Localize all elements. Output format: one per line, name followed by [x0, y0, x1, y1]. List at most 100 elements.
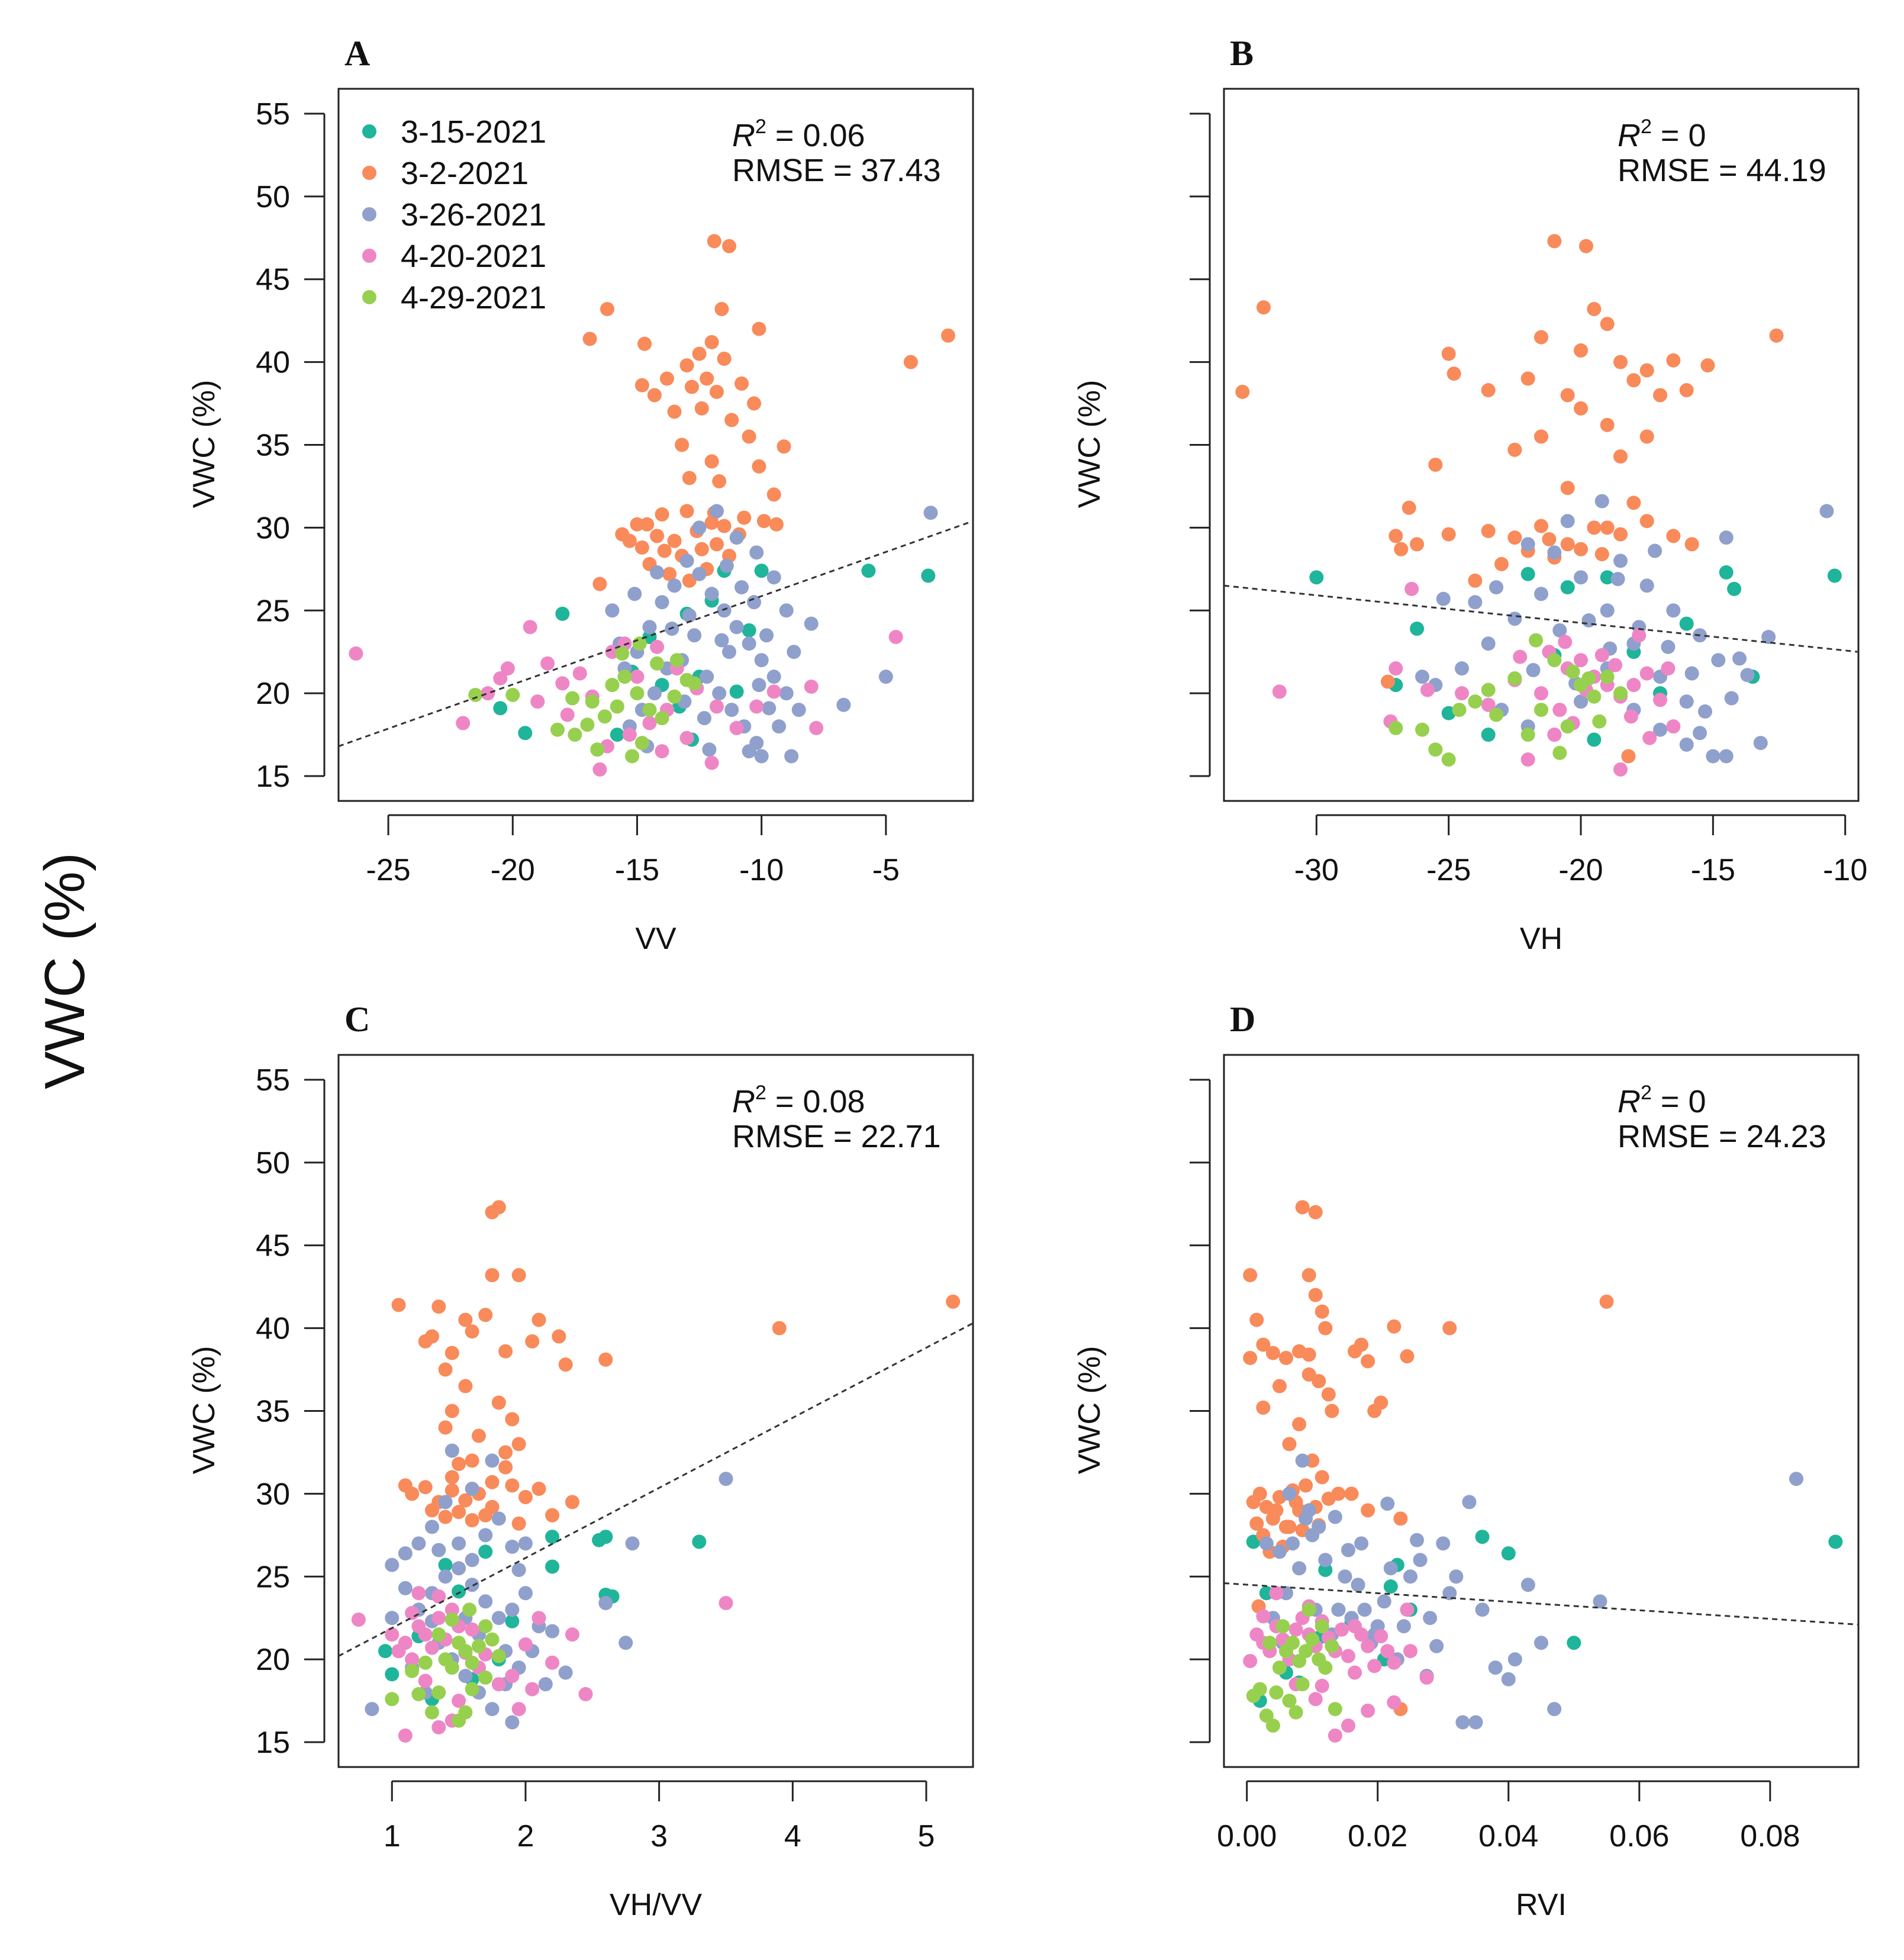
panel-b-point-3-2-2021 [1481, 523, 1496, 538]
panel-c-y-tick-label: 30 [256, 1477, 290, 1511]
panel-b-point-3-2-2021 [1639, 514, 1654, 529]
panel-b-point-4-20-2021 [1639, 666, 1654, 681]
panel-c-point-3-2-2021 [498, 1445, 513, 1460]
panel-a-point-3-15-2021 [742, 623, 756, 638]
panel-c-x-tick-label: 3 [650, 1819, 668, 1853]
panel-d-point-3-26-2021 [1429, 1639, 1444, 1653]
panel-b-point-4-20-2021 [1632, 628, 1647, 643]
panel-c-point-4-29-2021 [465, 1682, 479, 1697]
panel-d-point-3-2-2021 [1282, 1520, 1297, 1534]
panel-c-point-4-29-2021 [491, 1649, 506, 1663]
panel-c-point-3-2-2021 [511, 1516, 526, 1531]
panel-a-point-4-20-2021 [456, 716, 471, 730]
panel-c-point-4-29-2021 [485, 1632, 500, 1647]
panel-d-point-3-26-2021 [1357, 1602, 1372, 1617]
panel-b-point-3-2-2021 [1235, 384, 1250, 399]
panel-b-fit-line [1223, 584, 1859, 653]
panel-a-point-4-29-2021 [617, 670, 632, 684]
panel-c-point-4-29-2021 [431, 1685, 446, 1700]
panel-d-point-3-2-2021 [1256, 1337, 1271, 1352]
panel-d-point-4-20-2021 [1334, 1622, 1349, 1637]
panel-a-point-3-26-2021 [836, 697, 851, 712]
panel-a-point-3-2-2021 [724, 413, 739, 427]
panel-a-letter: A [344, 34, 370, 73]
panel-c-point-3-26-2021 [491, 1511, 506, 1526]
panel-a-point-3-26-2021 [650, 565, 665, 580]
panel-a-y-tick-label: 40 [256, 346, 290, 380]
panel-c-point-3-26-2021 [618, 1636, 633, 1650]
panel-b-point-3-2-2021 [1481, 383, 1496, 398]
panel-b-point-3-26-2021 [1613, 553, 1628, 568]
panel-a-point-3-26-2021 [692, 520, 707, 535]
panel-b-point-3-26-2021 [1740, 668, 1755, 683]
panel-c-point-3-2-2021 [498, 1344, 513, 1359]
panel-b-point-3-26-2021 [1679, 737, 1694, 752]
panel-d-point-3-15-2021 [1318, 1563, 1333, 1578]
panel-d-point-3-26-2021 [1338, 1569, 1352, 1584]
panel-d-point-3-26-2021 [1259, 1536, 1274, 1551]
panel-d-r2-text: R2 = 0 [1618, 1082, 1706, 1119]
panel-d-x-tick-label: 0.00 [1217, 1819, 1277, 1853]
panel-c-point-4-20-2021 [565, 1627, 579, 1642]
panel-a-point-3-26-2021 [779, 603, 794, 618]
panel-d-point-4-20-2021 [1288, 1622, 1303, 1637]
panel-a-point-3-26-2021 [605, 603, 620, 618]
panel-c-point-3-2-2021 [458, 1312, 473, 1327]
panel-b-point-3-26-2021 [1468, 595, 1483, 610]
panel-a-point-4-29-2021 [634, 736, 649, 751]
panel-b-rmse-text: RMSE = 44.19 [1618, 153, 1826, 188]
panel-a-point-3-2-2021 [655, 507, 669, 522]
panel-b-y-axis-title: VWC (%) [1072, 380, 1107, 508]
panel-c-point-3-26-2021 [518, 1586, 533, 1601]
panel-c-series-4-20-2021 [351, 1586, 733, 1743]
panel-c-point-3-15-2021 [478, 1544, 493, 1559]
panel-b-point-3-2-2021 [1613, 449, 1628, 464]
panel-a-point-4-20-2021 [704, 755, 719, 770]
panel-b-x-axis-title: VH [1520, 922, 1562, 956]
panel-c-point-3-2-2021 [485, 1205, 500, 1219]
panel-a-point-3-26-2021 [754, 653, 769, 668]
panel-c-point-4-20-2021 [444, 1602, 459, 1617]
panel-a-point-4-20-2021 [749, 699, 764, 714]
panel-a-point-3-2-2021 [657, 543, 672, 558]
panel-b-point-4-29-2021 [1415, 722, 1429, 737]
panel-b-point-3-15-2021 [1560, 580, 1575, 595]
panel-c-y-tick-label: 45 [256, 1229, 290, 1263]
panel-d-point-3-2-2021 [1374, 1395, 1388, 1410]
panel-a-point-4-29-2021 [590, 742, 605, 757]
panel-a-point-3-2-2021 [592, 577, 607, 591]
panel-d-r2-symbol: R [1618, 1084, 1641, 1119]
panel-b-point-3-2-2021 [1547, 234, 1562, 249]
panel-c-point-4-20-2021 [452, 1694, 466, 1708]
panel-a-point-3-2-2021 [752, 459, 766, 474]
panel-c-point-3-2-2021 [505, 1412, 520, 1427]
panel-a-point-3-2-2021 [714, 302, 729, 317]
panel-b-point-4-20-2021 [1272, 684, 1287, 699]
panel-b-point-3-2-2021 [1560, 481, 1575, 495]
panel-a-point-3-26-2021 [729, 620, 744, 635]
panel-d-point-3-26-2021 [1278, 1586, 1293, 1601]
panel-b-point-3-26-2021 [1684, 666, 1699, 681]
panel-c-point-4-20-2021 [385, 1627, 400, 1642]
panel-d-point-4-20-2021 [1243, 1653, 1258, 1668]
panel-c-point-4-20-2021 [511, 1702, 526, 1717]
panel-b-series-3-2-2021 [1235, 234, 1784, 764]
panel-c-point-4-29-2021 [444, 1613, 459, 1627]
panel-a-point-3-2-2021 [712, 474, 727, 489]
panel-b-point-3-26-2021 [1661, 639, 1676, 654]
panel-c-y-tick-label: 20 [256, 1643, 290, 1677]
panel-d-x-axis-title: RVI [1516, 1888, 1567, 1922]
panel-a-point-3-2-2021 [675, 437, 690, 452]
panel-a-x-tick-label: -25 [366, 853, 411, 887]
panel-a-y-tick-label: 15 [256, 759, 290, 794]
panel-b-point-4-20-2021 [1661, 661, 1676, 676]
panel-c-point-3-26-2021 [452, 1561, 466, 1576]
panel-b-point-3-15-2021 [1587, 732, 1602, 747]
panel-d-y-axis-title: VWC (%) [1072, 1346, 1107, 1475]
panel-b-point-4-20-2021 [1513, 649, 1528, 664]
overall-y-axis-label: VWC (%) [33, 852, 96, 1089]
panel-a-point-4-20-2021 [809, 720, 824, 735]
panel-b-point-3-2-2021 [1653, 388, 1667, 403]
panel-a-point-3-26-2021 [682, 608, 697, 623]
